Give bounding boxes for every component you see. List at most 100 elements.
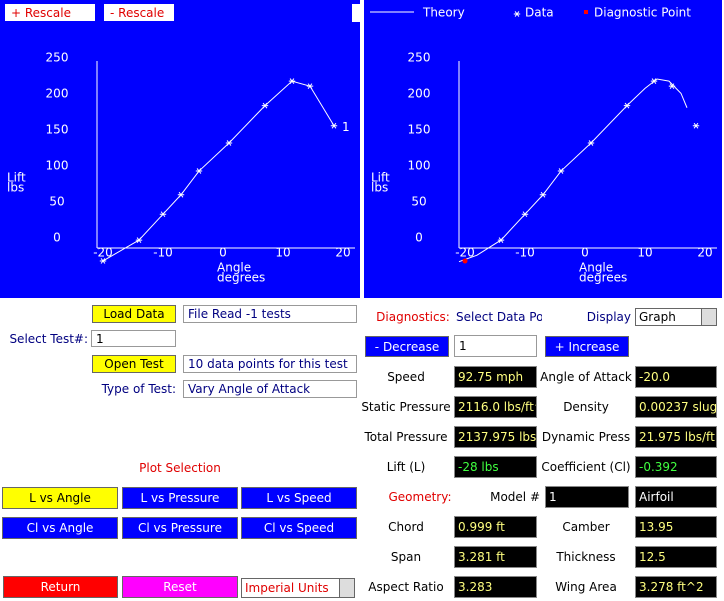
plot-button[interactable]: Cl vs Angle	[2, 517, 118, 539]
rescale-down-button[interactable]: - Rescale	[104, 4, 174, 21]
type-label: Type of Test:	[101, 381, 176, 396]
data-point	[159, 211, 167, 218]
data-point	[225, 140, 233, 146]
diagnostics-title: Diagnostics:	[376, 310, 450, 324]
point-label: 1	[342, 120, 350, 134]
y-tick-label: 250	[46, 51, 69, 65]
readout-value: 21.975 lbs/ft^2	[635, 426, 717, 448]
diagnostic-point	[462, 258, 468, 264]
data-point	[99, 258, 107, 264]
decrease-button[interactable]: - Decrease	[365, 336, 449, 357]
readout-label: Coefficient (Cl)	[541, 460, 631, 474]
readout-value: 0.999 ft	[454, 516, 537, 538]
readout-label: Thickness	[556, 550, 616, 564]
data-point	[587, 140, 595, 146]
plot-button[interactable]: Cl vs Speed	[241, 517, 357, 539]
y-tick-label: 100	[46, 158, 69, 172]
display-label: Display	[586, 310, 631, 324]
plot-selection-title: Plot Selection	[139, 460, 221, 475]
readout-label: Aspect Ratio	[368, 580, 444, 594]
x-tick-label: 10	[275, 246, 290, 260]
readout-label: Total Pressure	[364, 430, 448, 444]
legend-swatch	[584, 10, 588, 14]
point-field[interactable]: 1	[454, 335, 537, 357]
readout-value: 92.75 mph	[454, 366, 537, 388]
data-point	[306, 83, 314, 90]
x-tick-label: 0	[581, 246, 589, 260]
y-tick-label: 0	[53, 230, 61, 244]
x-axis-label: degrees	[579, 271, 627, 285]
y-tick-label: 200	[46, 86, 69, 100]
display-select[interactable]: Graph	[635, 308, 717, 326]
readout-label: Lift (L)	[386, 460, 426, 474]
legend-label: Theory	[422, 6, 465, 20]
readout-label: Static Pressure	[362, 400, 450, 414]
readout-label: Wing Area	[555, 580, 617, 594]
select-point-label: Select Data Poi	[456, 310, 542, 324]
readout-value: 0.00237 slug/f	[635, 396, 717, 418]
data-point	[177, 191, 185, 198]
plot-button[interactable]: L vs Speed	[241, 487, 357, 509]
y-axis-label: Lift	[371, 171, 390, 185]
x-axis-label: Angle	[217, 261, 251, 275]
x-tick-label: -10	[153, 246, 173, 260]
readout-label: Chord	[388, 520, 424, 534]
legend-label: Data	[525, 6, 554, 20]
y-tick-label: 50	[49, 194, 64, 208]
select-test-field[interactable]: 1	[91, 330, 176, 347]
legend-label: Diagnostic Point	[594, 6, 691, 20]
readout-value: 3.278 ft^2	[635, 576, 717, 598]
plot-button[interactable]: L vs Angle	[2, 487, 118, 509]
y-tick-label: 50	[411, 194, 426, 208]
y-tick-label: 200	[408, 86, 431, 100]
plot-button[interactable]: L vs Pressure	[122, 487, 238, 509]
increase-button[interactable]: + Increase	[545, 336, 629, 357]
data-point	[557, 168, 565, 174]
x-tick-label: -10	[515, 246, 535, 260]
y-tick-label: 0	[415, 230, 423, 244]
data-point	[623, 102, 631, 109]
data-point	[497, 237, 505, 243]
y-axis-label: lbs	[371, 181, 388, 195]
model-label: Model #	[490, 490, 540, 504]
geometry-title: Geometry:	[388, 490, 452, 504]
data-point	[135, 237, 143, 243]
test-status: 10 data points for this test	[183, 355, 357, 373]
x-tick-label: 20	[335, 246, 350, 260]
readout-label: Density	[563, 400, 609, 414]
y-axis-label: Lift	[7, 171, 26, 185]
rescale-up-button[interactable]: + Rescale	[5, 4, 95, 21]
units-select[interactable]: Imperial Units	[241, 578, 355, 598]
data-point	[668, 83, 676, 90]
plot-button[interactable]: Cl vs Pressure	[122, 517, 238, 539]
file-status: File Read -1 tests	[183, 305, 357, 323]
data-point	[330, 122, 338, 129]
return-button[interactable]: Return	[3, 576, 118, 598]
y-tick-label: 250	[408, 51, 431, 65]
data-point	[195, 168, 203, 174]
readout-value: -20.0	[635, 366, 717, 388]
data-point	[692, 122, 700, 129]
data-point	[288, 78, 296, 84]
readout-label: Speed	[387, 370, 425, 384]
y-tick-label: 100	[408, 158, 431, 172]
readout-value: 2116.0 lbs/ft^2	[454, 396, 537, 418]
readout-value: -28 lbs	[454, 456, 537, 478]
data-point	[261, 102, 269, 109]
x-tick-label: -20	[93, 246, 113, 260]
model-field[interactable]: 1	[545, 486, 629, 508]
open-test-button[interactable]: Open Test	[92, 355, 176, 373]
load-data-button[interactable]: Load Data	[92, 305, 176, 323]
readout-label: Dynamic Press	[541, 430, 631, 444]
scroll-strip	[352, 4, 360, 22]
data-line	[102, 80, 335, 262]
reset-button[interactable]: Reset	[122, 576, 238, 598]
y-tick-label: 150	[408, 122, 431, 136]
data-point	[539, 191, 547, 198]
readout-value: 2137.975 lbs/ft	[454, 426, 537, 448]
type-field: Vary Angle of Attack	[183, 380, 357, 398]
select-test-label: Select Test#:	[9, 331, 88, 346]
readout-value: -0.392	[635, 456, 717, 478]
